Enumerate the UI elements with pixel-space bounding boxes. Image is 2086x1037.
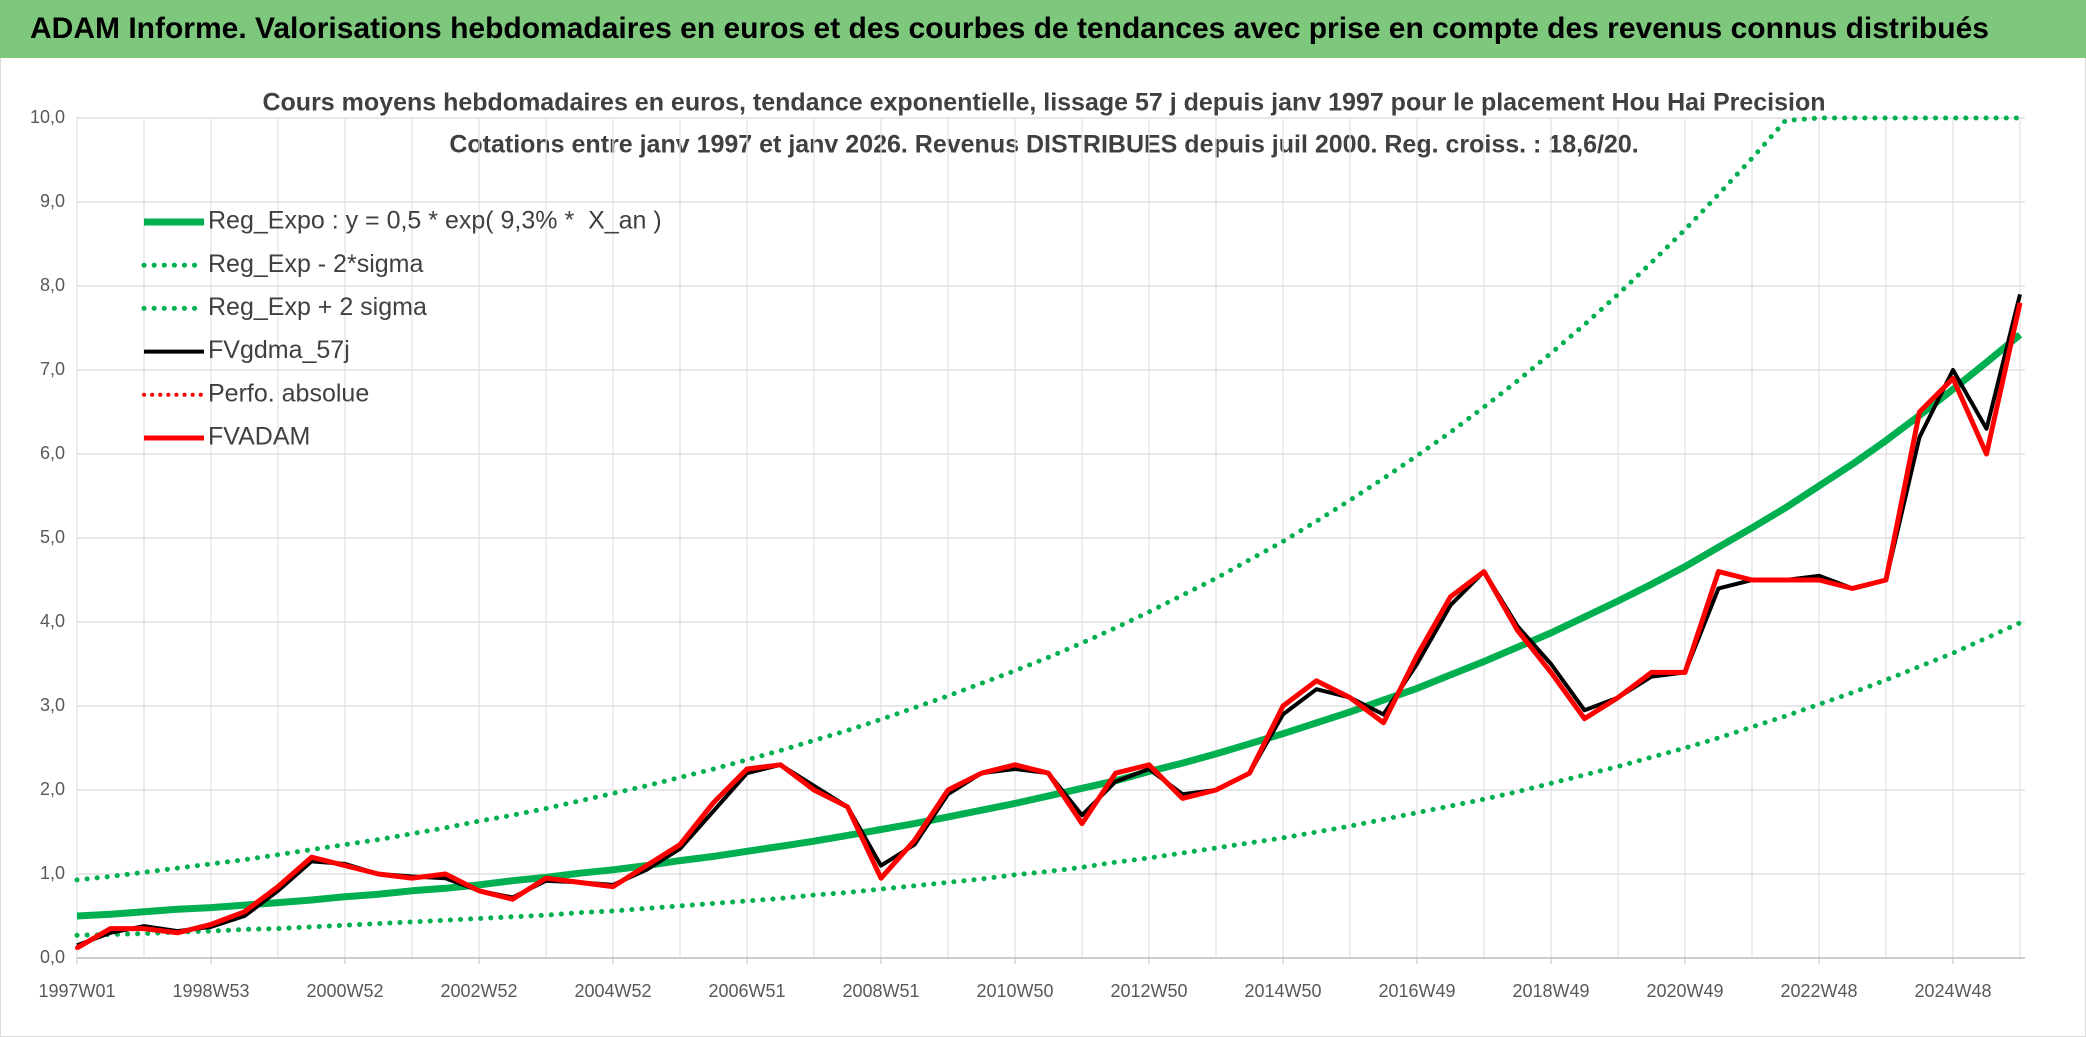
x-tick-label: 2004W52 xyxy=(574,981,651,1001)
x-tick-label: 2016W49 xyxy=(1378,981,1455,1001)
y-tick-label: 8,0 xyxy=(40,275,65,295)
x-tick-label: 2020W49 xyxy=(1646,981,1723,1001)
x-tick-label: 2008W51 xyxy=(842,981,919,1001)
grid xyxy=(76,117,2025,959)
legend-label: FVgdma_57j xyxy=(208,336,350,364)
chart-title: Cours moyens hebdomadaires en euros, ten… xyxy=(262,89,1825,117)
legend-label: Reg_Exp - 2*sigma xyxy=(208,250,423,278)
series-line xyxy=(74,620,2023,938)
series-line xyxy=(74,115,2023,883)
x-tick-label: 2014W50 xyxy=(1244,981,1321,1001)
series-line xyxy=(75,302,2023,951)
x-tick-label: 2012W50 xyxy=(1110,981,1187,1001)
x-tick-label: 2006W51 xyxy=(708,981,785,1001)
x-tick-label: 2018W49 xyxy=(1512,981,1589,1001)
legend-label: FVADAM xyxy=(208,423,310,451)
y-tick-label: 1,0 xyxy=(40,863,65,883)
y-tick-label: 10,0 xyxy=(30,107,65,127)
y-tick-label: 9,0 xyxy=(40,191,65,211)
x-tick-label: 2022W48 xyxy=(1780,981,1857,1001)
series-line xyxy=(76,332,2023,920)
y-tick-label: 3,0 xyxy=(40,695,65,715)
header-title: ADAM Informe. Valorisations hebdomadaire… xyxy=(30,12,1989,45)
legend-label: Reg_Exp + 2 sigma xyxy=(208,293,427,321)
legend-label: Reg_Expo : y = 0,5 * exp( 9,3% * X_an ) xyxy=(208,207,662,235)
chart-subtitle: Cotations entre janv 1997 et janv 2026. … xyxy=(449,131,1638,159)
y-tick-label: 5,0 xyxy=(40,527,65,547)
y-tick-label: 6,0 xyxy=(40,443,65,463)
x-tick-label: 2000W52 xyxy=(306,981,383,1001)
x-tick-label: 2002W52 xyxy=(440,981,517,1001)
header-bar xyxy=(0,0,2086,58)
x-tick-label: 1997W01 xyxy=(38,981,115,1001)
y-tick-label: 2,0 xyxy=(40,779,65,799)
y-tick-label: 0,0 xyxy=(40,947,65,967)
y-tick-label: 7,0 xyxy=(40,359,65,379)
x-tick-label: 1998W53 xyxy=(172,981,249,1001)
legend-label: Perfo. absolue xyxy=(208,379,369,407)
y-tick-label: 4,0 xyxy=(40,611,65,631)
x-tick-label: 2010W50 xyxy=(976,981,1053,1001)
x-tick-label: 2024W48 xyxy=(1914,981,1991,1001)
